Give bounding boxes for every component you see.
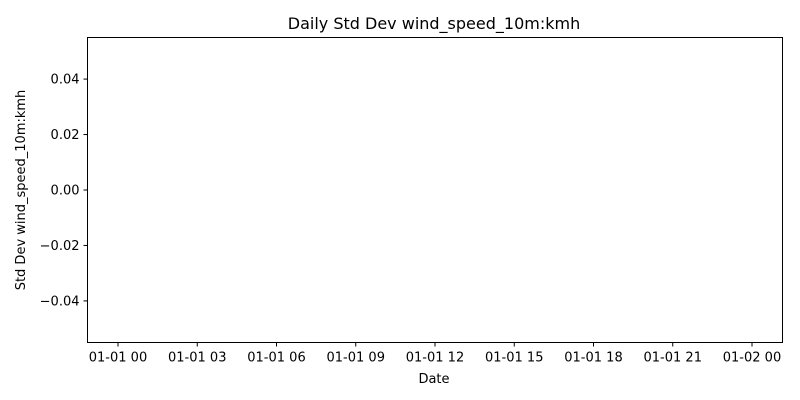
x-axis-label: Date xyxy=(418,372,449,387)
y-tick-label: −0.02 xyxy=(40,239,80,254)
x-tick-label: 01-01 15 xyxy=(485,351,543,366)
x-tick-label: 01-01 00 xyxy=(89,351,147,366)
y-tick-label: 0.00 xyxy=(51,184,80,199)
y-axis: 0.04 0.02 0.00 −0.02 −0.04 xyxy=(40,73,88,309)
x-tick-label: 01-01 06 xyxy=(247,351,305,366)
y-tick-label: 0.04 xyxy=(51,73,80,88)
x-tick-label: 01-01 03 xyxy=(168,351,226,366)
x-tick-label: 01-01 09 xyxy=(327,351,385,366)
x-tick-label: 01-02 00 xyxy=(723,351,781,366)
y-tick-label: 0.02 xyxy=(51,128,80,143)
y-tick-label: −0.04 xyxy=(40,294,80,309)
y-axis-label: Std Dev wind_speed_10m:kmh xyxy=(14,90,29,291)
x-tick-label: 01-01 18 xyxy=(564,351,622,366)
x-tick-label: 01-01 12 xyxy=(406,351,464,366)
x-tick-label: 01-01 21 xyxy=(644,351,702,366)
x-axis: 01-01 00 01-01 03 01-01 06 01-01 09 01-01 12… xyxy=(89,342,781,366)
chart-title: Daily Std Dev wind_speed_10m:kmh xyxy=(288,14,580,34)
